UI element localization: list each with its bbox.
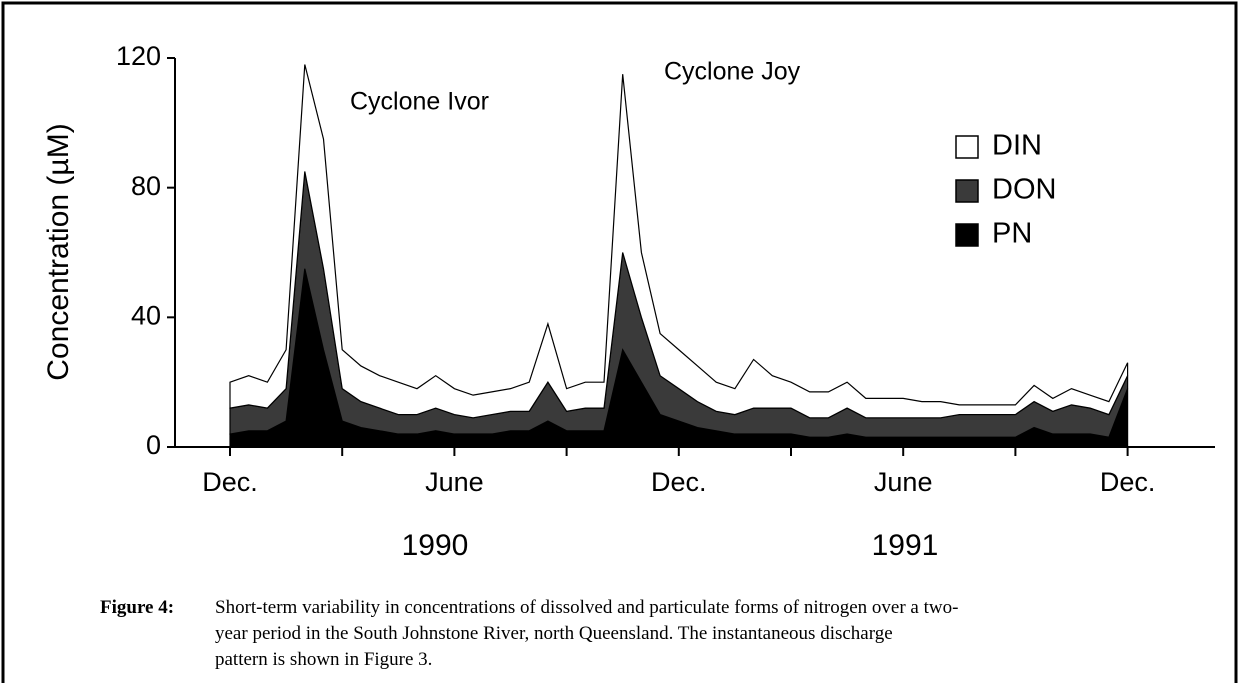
legend-label: DON	[992, 174, 1056, 206]
caption-line: pattern is shown in Figure 3.	[215, 649, 432, 670]
caption-line: Short-term variability in concentrations…	[215, 597, 958, 618]
year-label: 1991	[872, 529, 939, 562]
y-axis-label: Concentration (µM)	[42, 123, 75, 380]
x-tick-label: Dec.	[1100, 467, 1156, 497]
x-tick-label: Dec.	[202, 467, 258, 497]
y-tick-label: 120	[116, 41, 161, 71]
caption-label: Figure 4:	[100, 597, 174, 618]
legend-label: PN	[992, 218, 1032, 250]
legend-label: DIN	[992, 130, 1042, 162]
x-tick-label: June	[874, 467, 933, 497]
area	[229, 64, 1129, 419]
y-tick-label: 80	[131, 171, 161, 201]
annotation: Cyclone Joy	[664, 58, 801, 86]
legend-swatch	[955, 223, 979, 247]
y-tick-label: 40	[131, 300, 161, 330]
annotation: Cyclone Ivor	[350, 88, 489, 116]
year-label: 1990	[402, 529, 469, 562]
caption-line: year period in the South Johnstone River…	[215, 623, 893, 644]
x-tick-label: Dec.	[651, 467, 707, 497]
x-tick-label: June	[425, 467, 484, 497]
legend-swatch	[955, 179, 979, 203]
y-tick-label: 0	[146, 430, 161, 460]
legend-swatch	[955, 135, 979, 159]
